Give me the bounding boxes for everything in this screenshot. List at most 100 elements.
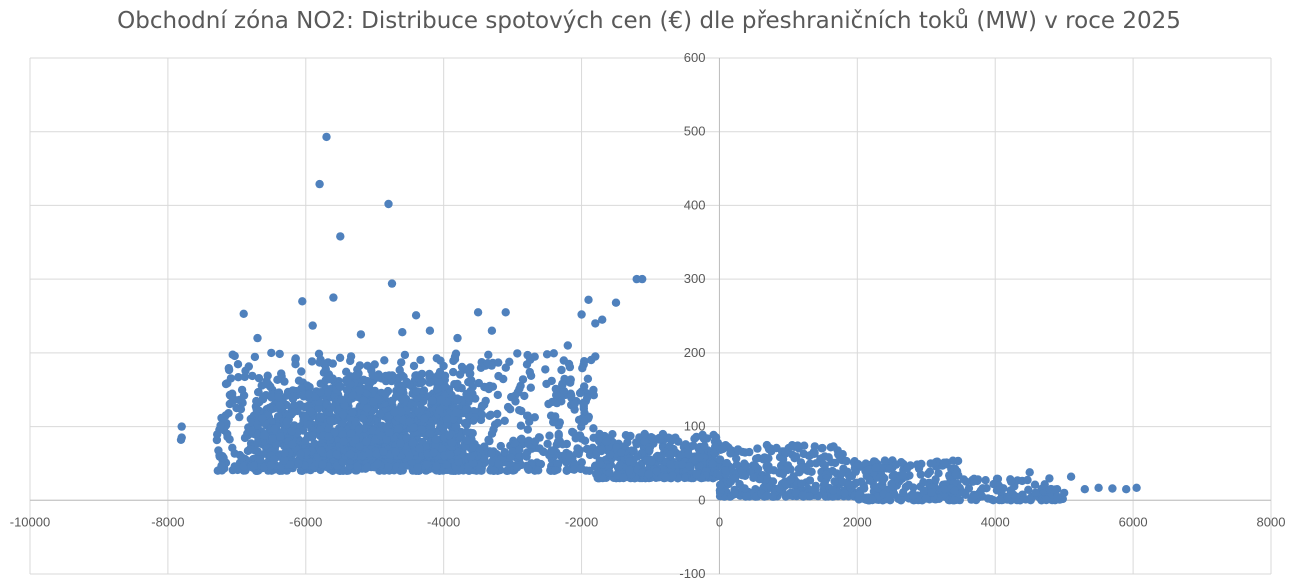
data-point (252, 396, 261, 406)
data-point (449, 414, 458, 424)
y-tick-label: 400 (684, 197, 706, 212)
data-point (502, 466, 511, 475)
data-point (523, 425, 532, 434)
data-point (253, 439, 262, 448)
data-point (487, 457, 496, 466)
data-point (268, 434, 277, 443)
data-point (445, 450, 455, 459)
data-point (981, 476, 990, 485)
data-point (638, 274, 647, 284)
data-point (282, 391, 292, 400)
data-point (831, 458, 840, 468)
data-point (644, 469, 653, 479)
x-tick-label: -10000 (10, 514, 50, 529)
data-point (666, 460, 675, 469)
data-point (315, 179, 324, 189)
data-point (674, 437, 683, 446)
data-point (726, 449, 735, 458)
data-point (339, 437, 348, 446)
data-point (314, 404, 323, 413)
data-point (565, 453, 574, 462)
data-point (338, 457, 348, 467)
data-point (931, 475, 940, 484)
data-point (732, 460, 741, 470)
data-point (570, 465, 579, 474)
data-point (992, 486, 1002, 495)
data-point (595, 459, 605, 468)
data-point (711, 433, 721, 442)
data-point (489, 425, 498, 434)
data-point (230, 449, 239, 458)
data-point (774, 484, 784, 493)
data-point (415, 444, 424, 453)
data-point (303, 420, 313, 429)
data-point (1060, 488, 1069, 498)
data-point (237, 385, 247, 395)
data-point (422, 460, 432, 469)
data-point (351, 417, 360, 426)
data-point (438, 424, 448, 433)
data-point (597, 445, 606, 454)
data-point (830, 477, 839, 486)
y-tick-label: 100 (684, 419, 706, 434)
data-point (878, 476, 887, 485)
data-point (859, 484, 869, 493)
data-point (721, 466, 730, 475)
data-point (1080, 485, 1090, 494)
data-point (580, 382, 589, 391)
data-point (390, 408, 399, 417)
data-point (419, 414, 429, 423)
data-point (657, 451, 667, 460)
x-tick-label: 8000 (1257, 514, 1286, 529)
data-point (921, 494, 931, 503)
tick-labels: -10000 -8000 -6000 -4000 -2000 0 2000 4000 6000 8… (10, 50, 1286, 581)
data-point (300, 461, 309, 470)
x-tick-label: -6000 (289, 514, 322, 529)
data-point (318, 460, 327, 469)
data-point (354, 425, 364, 434)
data-point (919, 486, 928, 495)
data-point (329, 293, 338, 302)
data-point (810, 449, 819, 458)
data-point (319, 359, 329, 369)
data-point (513, 349, 522, 358)
data-point (359, 396, 368, 405)
data-point (447, 438, 457, 447)
data-point (251, 446, 260, 455)
data-point (363, 376, 372, 386)
data-point (238, 453, 247, 462)
y-tick-label: 0 (698, 492, 705, 507)
data-point (786, 475, 795, 484)
data-point (351, 371, 360, 380)
data-point (250, 352, 260, 362)
data-point (328, 359, 337, 368)
data-point (648, 434, 658, 443)
data-point (248, 371, 257, 381)
data-point (753, 444, 762, 453)
data-point (501, 308, 510, 317)
data-point (280, 449, 289, 458)
data-point (216, 421, 225, 430)
data-point (551, 412, 560, 421)
data-point (431, 441, 440, 451)
data-point (1023, 475, 1032, 485)
data-point (939, 458, 949, 467)
data-point (699, 434, 709, 443)
data-point (950, 496, 959, 505)
data-point (526, 355, 535, 364)
y-tick-label: -100 (679, 566, 705, 581)
data-point (678, 460, 687, 469)
data-point (355, 442, 364, 451)
data-point (432, 461, 441, 471)
x-tick-label: 6000 (1119, 514, 1148, 529)
data-point (398, 328, 407, 337)
data-point (517, 434, 526, 443)
data-point (316, 446, 326, 456)
data-point (951, 470, 961, 479)
data-point (362, 437, 371, 446)
data-point (515, 406, 524, 415)
data-point (304, 390, 314, 399)
data-point (577, 458, 586, 467)
data-point (249, 461, 258, 471)
data-point (280, 377, 289, 386)
